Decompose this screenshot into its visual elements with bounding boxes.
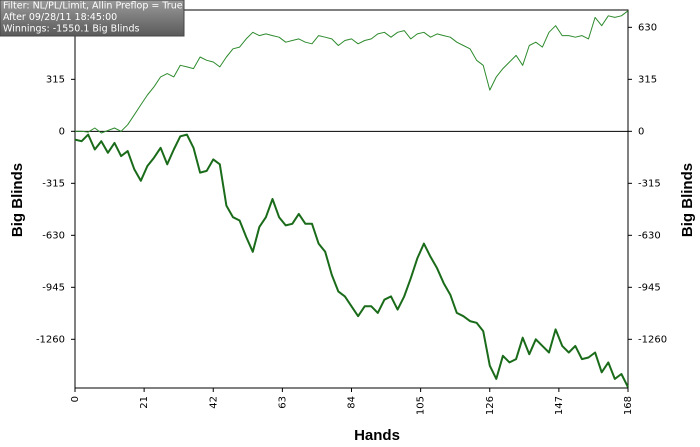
- y-tick-label: -1260: [36, 334, 65, 345]
- x-tick-label: 105: [416, 396, 427, 415]
- x-tick-label: 84: [347, 396, 358, 409]
- y2-tick-label: 630: [638, 22, 657, 33]
- y2-tick-label: -1260: [638, 334, 667, 345]
- y-tick-label: -945: [42, 282, 65, 293]
- x-tick-label: 147: [554, 396, 565, 415]
- info-line: Filter: NL/PL/Limit, Allin Preflop = Tru…: [3, 1, 183, 12]
- y-tick-label: 315: [46, 74, 65, 85]
- y2-tick-label: 315: [638, 74, 657, 85]
- plot-frame: [74, 9, 629, 389]
- x-tick-label: 168: [623, 396, 634, 415]
- x-tick-label: 21: [139, 396, 150, 409]
- info-line: After 09/28/11 18:45:00: [3, 12, 117, 23]
- y-tick-label: -630: [42, 230, 65, 241]
- info-box: [0, 0, 185, 37]
- x-tick-label: 42: [208, 396, 219, 409]
- y-tick-label: -315: [42, 178, 65, 189]
- x-axis-label: Hands: [354, 427, 400, 443]
- y-tick-label: 0: [59, 126, 65, 137]
- x-tick-label: 63: [277, 396, 288, 409]
- series-line: [74, 133, 629, 388]
- y2-tick-label: -945: [638, 282, 661, 293]
- y2-tick-label: -315: [638, 178, 661, 189]
- y2-tick-label: 0: [638, 126, 644, 137]
- x-tick-label: 126: [485, 396, 496, 415]
- y-axis-label: Big Blinds: [9, 163, 26, 237]
- y2-axis-label: Big Blinds: [679, 163, 696, 237]
- x-tick-label: 0: [70, 396, 81, 402]
- series-line: [75, 10, 629, 134]
- y2-tick-label: -630: [638, 230, 661, 241]
- info-line: Winnings: -1550.1 Big Blinds: [3, 24, 139, 35]
